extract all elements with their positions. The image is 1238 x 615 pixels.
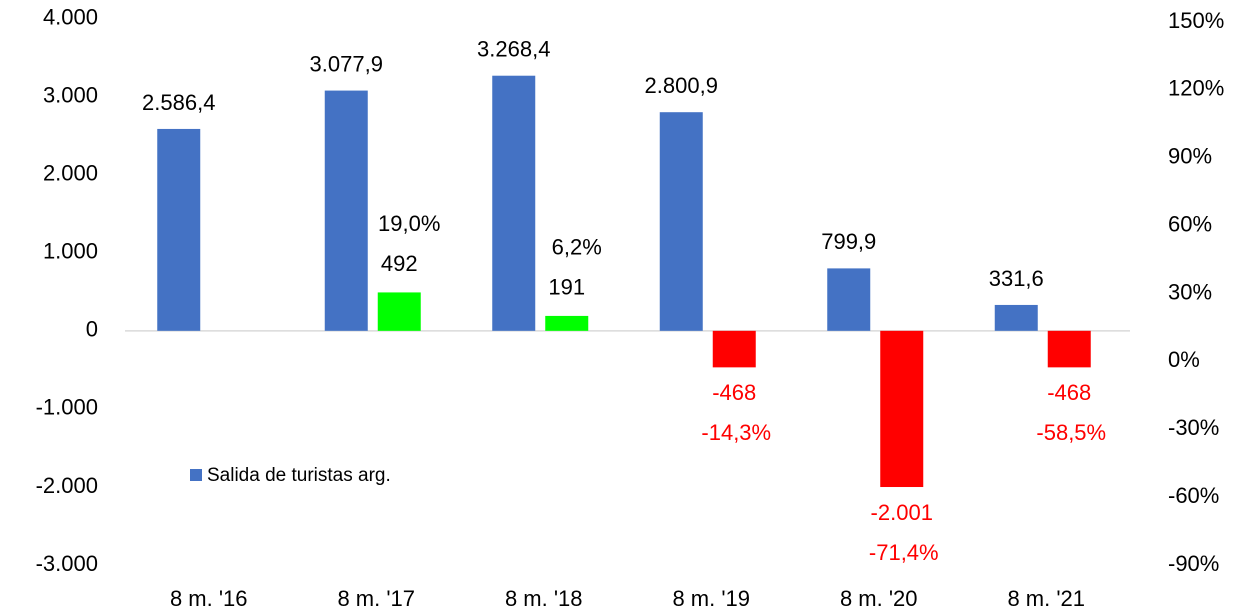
- change-bar: [712, 330, 756, 368]
- y-tick-label: -1.000: [36, 395, 98, 420]
- change-label: -468: [1047, 380, 1091, 405]
- change-bar: [1047, 330, 1091, 368]
- bar: [994, 304, 1038, 331]
- value-label: 2.800,9: [645, 73, 718, 98]
- value-label: 2.586,4: [142, 90, 215, 115]
- bar: [492, 75, 536, 331]
- change-label: 492: [381, 251, 418, 276]
- y-tick-label: 4.000: [43, 4, 98, 29]
- pct-label: -14,3%: [701, 420, 771, 445]
- bar: [827, 268, 871, 331]
- x-tick-label: 8 m. '16: [170, 586, 248, 611]
- bar: [659, 112, 703, 331]
- pct-label: 6,2%: [552, 235, 602, 260]
- legend-swatch: [190, 469, 202, 481]
- value-label: 3.077,9: [310, 51, 383, 76]
- y2-tick-label: 90%: [1168, 144, 1212, 169]
- pct-label: 19,0%: [378, 211, 440, 236]
- x-tick-label: 8 m. '19: [672, 586, 750, 611]
- y2-tick-label: 150%: [1168, 8, 1224, 33]
- y-tick-label: 0: [86, 317, 98, 342]
- pct-label: -58,5%: [1036, 420, 1106, 445]
- y2-tick-label: -30%: [1168, 415, 1219, 440]
- y-tick-label: -2.000: [36, 473, 98, 498]
- y2-tick-label: -60%: [1168, 483, 1219, 508]
- change-label: -468: [712, 380, 756, 405]
- value-label: 331,6: [989, 266, 1044, 291]
- bar: [324, 90, 368, 331]
- y-tick-label: -3.000: [36, 551, 98, 576]
- y-tick-label: 3.000: [43, 82, 98, 107]
- change-label: -2.001: [871, 500, 933, 525]
- legend-label: Salida de turistas arg.: [207, 465, 391, 486]
- change-label: 191: [548, 275, 585, 300]
- y2-tick-label: -90%: [1168, 551, 1219, 576]
- x-tick-label: 8 m. '18: [505, 586, 583, 611]
- x-tick-label: 8 m. '17: [337, 586, 415, 611]
- value-label: 3.268,4: [477, 37, 550, 62]
- x-tick-label: 8 m. '21: [1007, 586, 1085, 611]
- y2-tick-label: 60%: [1168, 211, 1212, 236]
- y-tick-label: 1.000: [43, 239, 98, 264]
- value-label: 799,9: [821, 229, 876, 254]
- y2-tick-label: 120%: [1168, 76, 1224, 101]
- change-bar: [545, 315, 589, 331]
- change-bar: [880, 330, 924, 488]
- change-bar: [377, 292, 421, 331]
- x-tick-label: 8 m. '20: [840, 586, 918, 611]
- pct-label: -71,4%: [869, 540, 939, 565]
- y2-tick-label: 0%: [1168, 347, 1200, 372]
- y-tick-label: 2.000: [43, 161, 98, 186]
- y2-tick-label: 30%: [1168, 279, 1212, 304]
- bar: [157, 128, 201, 331]
